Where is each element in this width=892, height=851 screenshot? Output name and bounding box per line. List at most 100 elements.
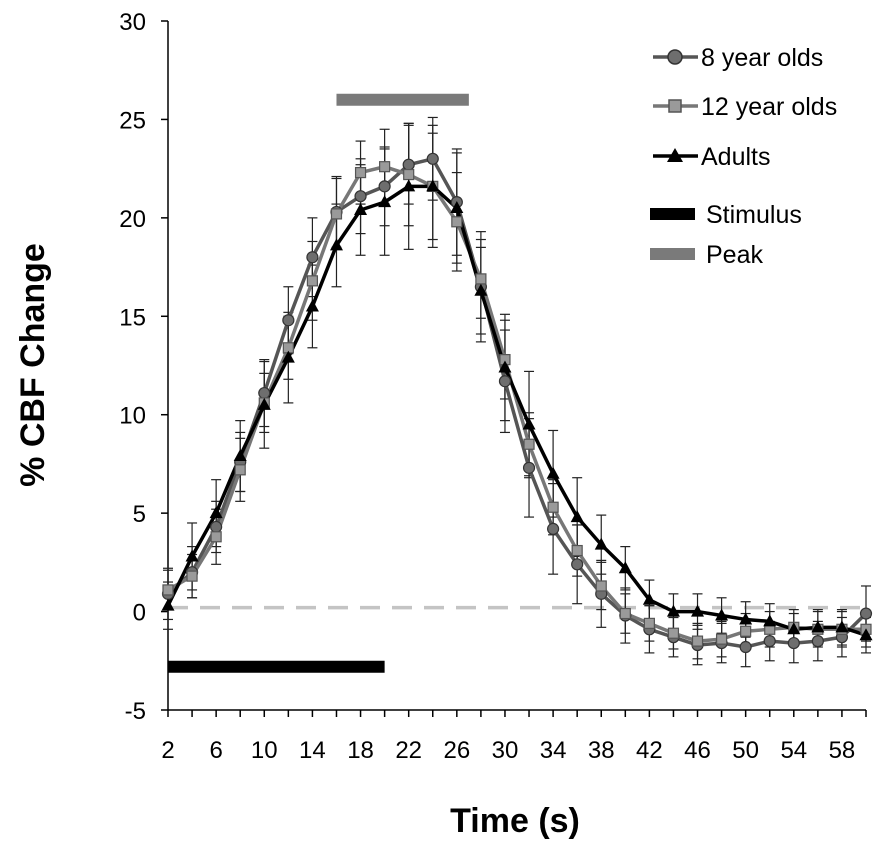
data-point-12-year-olds [740, 625, 752, 637]
x-tick-label: 26 [443, 737, 470, 764]
data-point-adults [329, 238, 343, 251]
legend-item-12-year-olds: 12 year olds [653, 93, 837, 121]
data-point-adults [161, 598, 175, 611]
legend-item-peak: Peak [650, 241, 763, 269]
data-point-12-year-olds [330, 208, 343, 220]
series-line-adults [166, 184, 867, 637]
data-point-8-year-olds [571, 558, 584, 571]
y-axis-title: % CBF Change [14, 243, 52, 487]
y-tick-label: 10 [119, 403, 146, 430]
data-point-adults [618, 561, 632, 574]
y-tick-label: -5 [125, 698, 146, 725]
data-point-8-year-olds [859, 607, 873, 620]
y-tick-label: 30 [119, 9, 146, 36]
x-tick-label: 46 [684, 737, 711, 764]
legend-label-12-year-olds: 12 year olds [701, 93, 837, 121]
x-tick-label: 18 [347, 737, 374, 764]
data-point-12-year-olds [162, 584, 174, 596]
data-point-12-year-olds [571, 544, 583, 557]
data-point-8-year-olds [787, 636, 800, 650]
x-tick-label: 58 [829, 737, 856, 764]
series-lines [166, 157, 868, 649]
x-tick-label: 22 [395, 737, 422, 764]
axes [161, 20, 867, 717]
y-tick-label: 15 [119, 304, 146, 331]
legend-label-stimulus: Stimulus [706, 201, 802, 229]
data-point-adults [739, 612, 753, 625]
data-point-12-year-olds [715, 633, 728, 645]
data-point-12-year-olds [403, 168, 415, 181]
legend-item-adults: Adults [653, 143, 770, 171]
legend-label-8-year-olds: 8 year olds [701, 44, 823, 72]
legend-marker-8-year-olds [667, 49, 683, 65]
data-point-12-year-olds [547, 501, 559, 513]
y-tick-label: 20 [119, 206, 146, 233]
y-tick-label: 5 [133, 501, 146, 528]
y-tick-label: 25 [119, 107, 146, 134]
data-point-adults [450, 201, 464, 214]
data-point-adults [594, 537, 608, 550]
data-point-8-year-olds [739, 640, 752, 654]
data-point-8-year-olds [402, 158, 415, 171]
data-point-12-year-olds [595, 580, 607, 592]
x-tick-label: 50 [732, 737, 759, 764]
data-point-12-year-olds [234, 464, 246, 476]
data-point-adults [498, 360, 512, 373]
data-point-12-year-olds [691, 635, 704, 647]
data-point-adults [305, 299, 319, 312]
legend-label-peak: Peak [706, 241, 763, 269]
data-point-12-year-olds [379, 161, 391, 173]
data-point-adults [787, 622, 801, 635]
data-point-adults [642, 592, 656, 605]
x-tick-label: 54 [780, 737, 807, 764]
data-point-12-year-olds [667, 627, 680, 639]
y-tick-label: 0 [133, 600, 146, 627]
data-point-8-year-olds [498, 375, 512, 388]
legend-marker-adults [667, 148, 683, 162]
data-point-adults [691, 604, 705, 617]
data-point-adults [546, 466, 560, 479]
data-point-adults [233, 449, 247, 462]
x-tick-label: 42 [636, 737, 663, 764]
data-point-12-year-olds [186, 570, 198, 582]
data-point-adults [859, 628, 873, 641]
data-point-12-year-olds [451, 216, 463, 228]
x-tick-label: 6 [209, 737, 222, 764]
x-tick-label: 10 [251, 737, 278, 764]
series-markers [161, 152, 873, 654]
data-point-12-year-olds [354, 166, 367, 179]
x-tick-label: 14 [299, 737, 326, 764]
data-point-8-year-olds [522, 461, 536, 474]
data-point-8-year-olds [811, 634, 824, 648]
data-point-adults [185, 549, 199, 562]
legend-marker-12-year-olds [668, 99, 682, 113]
data-point-8-year-olds [258, 386, 271, 400]
data-point-adults [426, 179, 440, 192]
data-point-adults [354, 202, 368, 215]
data-point-8-year-olds [547, 522, 560, 535]
x-tick-label: 34 [540, 737, 567, 764]
data-point-adults [209, 506, 223, 519]
data-point-adults [763, 614, 777, 627]
data-point-8-year-olds [306, 251, 319, 264]
legend-label-adults: Adults [701, 143, 770, 171]
data-point-adults [715, 608, 729, 621]
data-point-adults [378, 195, 392, 208]
x-tick-label: 30 [492, 737, 519, 764]
data-point-adults [281, 350, 295, 363]
data-point-12-year-olds [306, 275, 319, 287]
series-line-12-year-olds [167, 164, 866, 643]
data-point-adults [402, 179, 416, 192]
data-point-adults [811, 620, 825, 633]
data-point-12-year-olds [210, 531, 222, 543]
x-axis-title: Time (s) [450, 802, 580, 840]
legend-item-8-year-olds: 8 year olds [653, 44, 823, 72]
legend-item-stimulus: Stimulus [650, 201, 802, 229]
data-point-8-year-olds [210, 520, 223, 534]
data-point-adults [474, 283, 488, 296]
x-tick-label: 2 [161, 737, 174, 764]
data-point-12-year-olds [523, 438, 535, 450]
data-point-adults [522, 417, 536, 430]
x-tick-label: 38 [588, 737, 615, 764]
